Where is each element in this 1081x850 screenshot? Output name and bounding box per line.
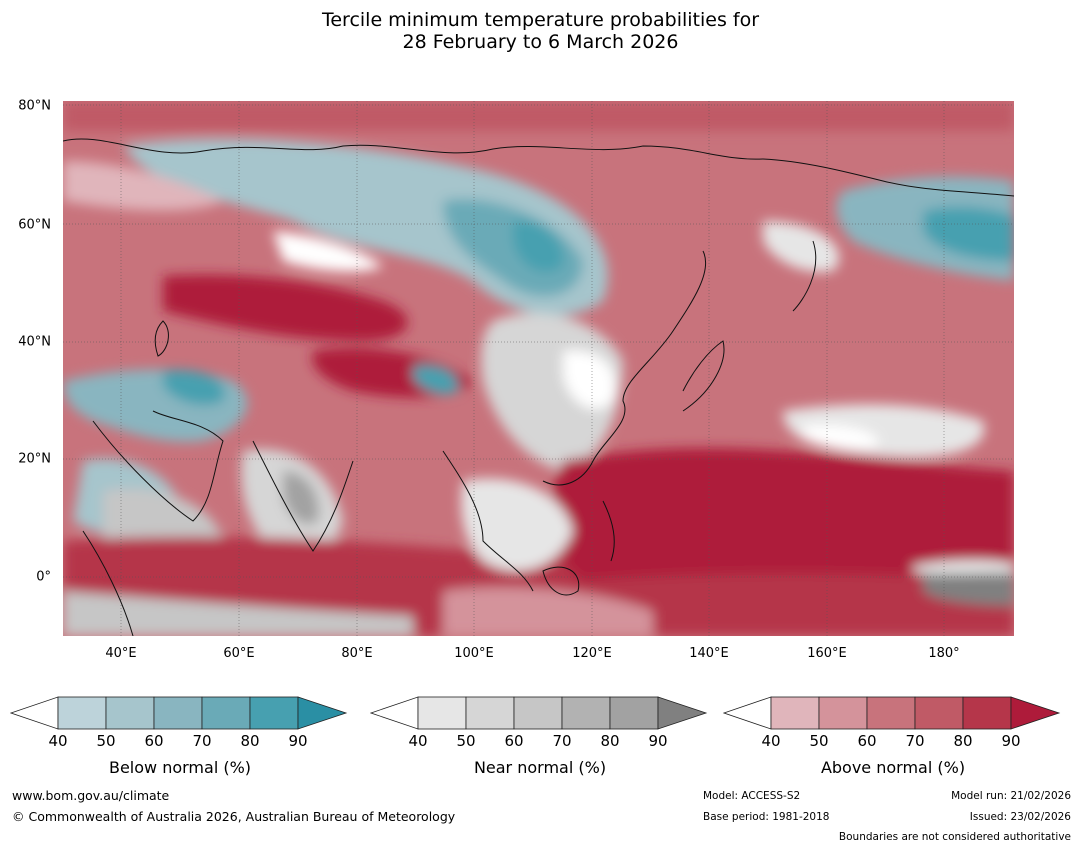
lon-label-40e: 40°E — [105, 646, 137, 661]
legend-near-normal: 40 50 60 70 80 90 Near normal (%) — [370, 696, 710, 786]
legend-tick: 40 — [48, 732, 68, 750]
colorbar-segment — [818, 696, 868, 730]
legend-tick: 80 — [600, 732, 620, 750]
colorbar-segment — [609, 696, 659, 730]
legend-title-above-normal: Above normal (%) — [820, 758, 966, 777]
legend-tick: 80 — [953, 732, 973, 750]
legend-tick: 90 — [1001, 732, 1021, 750]
lon-label-140e: 140°E — [689, 646, 729, 661]
colorbar-segment — [770, 696, 820, 730]
colorbar-segment — [417, 696, 467, 730]
map-title: Tercile minimum temperature probabilitie… — [0, 9, 1081, 53]
legend-tick: 80 — [240, 732, 260, 750]
legend-tick: 70 — [552, 732, 572, 750]
base-period-text: Base period: 1981-2018 — [703, 811, 830, 823]
colorbar-overflow-triangle — [1010, 696, 1061, 730]
lat-label-60n: 60°N — [18, 217, 51, 233]
colorbar-segment — [105, 696, 155, 730]
legend-tick: 90 — [648, 732, 668, 750]
legend-tick: 50 — [456, 732, 476, 750]
issued-text: Issued: 23/02/2026 — [969, 811, 1071, 823]
boundaries-disclaimer: Boundaries are not considered authoritat… — [838, 831, 1071, 843]
colorbar-segment — [465, 696, 515, 730]
colorbar-underflow-triangle — [723, 696, 772, 730]
legend-tick: 50 — [96, 732, 116, 750]
map-title-line2: 28 February to 6 March 2026 — [402, 31, 679, 53]
colorbar-overflow-triangle — [657, 696, 708, 730]
lon-label-160e: 160°E — [807, 646, 847, 661]
lat-label-80n: 80°N — [18, 98, 51, 114]
colorbar-segment — [249, 696, 299, 730]
colorbar-underflow-triangle — [370, 696, 419, 730]
colorbar-near-normal — [370, 696, 708, 730]
lat-label-20n: 20°N — [18, 451, 51, 467]
lat-label-40n: 40°N — [18, 334, 51, 350]
lon-label-180: 180° — [928, 646, 960, 661]
legend-tick: 60 — [144, 732, 164, 750]
probability-field — [63, 101, 1014, 636]
colorbar-overflow-triangle — [297, 696, 348, 730]
lon-label-80e: 80°E — [341, 646, 373, 661]
graticule — [63, 101, 1014, 636]
legend-tick: 70 — [192, 732, 212, 750]
legend-tick: 40 — [408, 732, 428, 750]
colorbar-segment — [57, 696, 107, 730]
colorbar-segment — [153, 696, 203, 730]
legend-title-below-normal: Below normal (%) — [108, 758, 252, 777]
legend-tick: 60 — [857, 732, 877, 750]
probability-map — [63, 101, 1014, 636]
colorbar-underflow-triangle — [10, 696, 59, 730]
copyright-text: © Commonwealth of Australia 2026, Austra… — [12, 809, 456, 824]
legend-tick: 60 — [504, 732, 524, 750]
legend-above-normal: 40 50 60 70 80 90 Above normal (%) — [723, 696, 1063, 786]
model-text: Model: ACCESS-S2 — [703, 790, 801, 802]
legend-tick: 50 — [809, 732, 829, 750]
colorbar-segment — [513, 696, 563, 730]
colorbar-segment — [914, 696, 964, 730]
colorbar-segment — [866, 696, 916, 730]
lon-label-120e: 120°E — [572, 646, 612, 661]
lon-label-60e: 60°E — [223, 646, 255, 661]
colorbar-segment — [561, 696, 611, 730]
lon-label-100e: 100°E — [454, 646, 494, 661]
legend-tick: 40 — [761, 732, 781, 750]
legend-tick: 70 — [905, 732, 925, 750]
model-run-text: Model run: 21/02/2026 — [951, 790, 1071, 802]
lat-label-0: 0° — [36, 569, 51, 585]
colorbar-segment — [201, 696, 251, 730]
map-title-line1: Tercile minimum temperature probabilitie… — [321, 9, 760, 31]
bom-url-link[interactable]: www.bom.gov.au/climate — [12, 788, 170, 803]
coastlines — [63, 138, 1014, 636]
legend-tick: 90 — [288, 732, 308, 750]
colorbar-above-normal — [723, 696, 1061, 730]
colorbar-segment — [962, 696, 1012, 730]
legend-below-normal: 40 50 60 70 80 90 Below normal (%) — [10, 696, 350, 786]
colorbar-below-normal — [10, 696, 348, 730]
legend-title-near-normal: Near normal (%) — [473, 758, 607, 777]
probability-map-canvas — [63, 101, 1014, 636]
